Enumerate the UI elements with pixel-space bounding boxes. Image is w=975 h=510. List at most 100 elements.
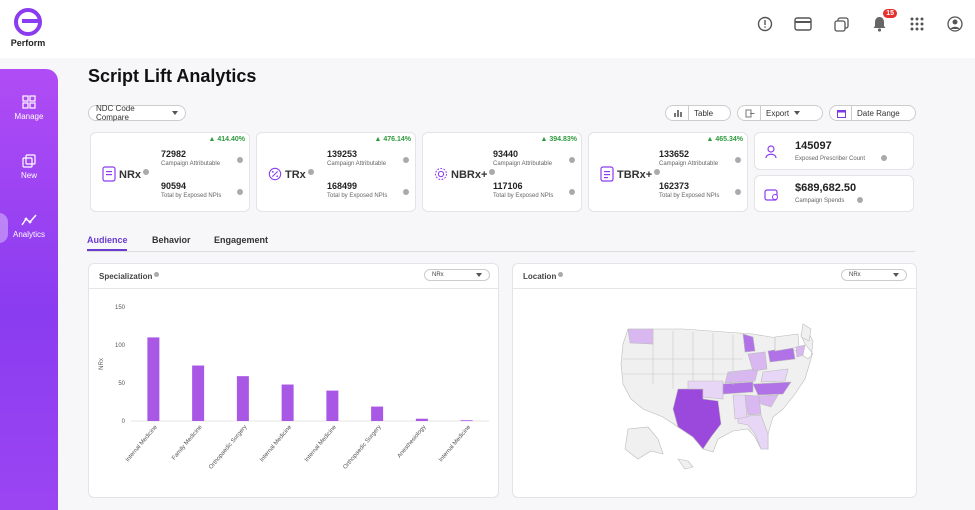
info-icon[interactable]	[558, 272, 564, 277]
active-indicator	[0, 213, 8, 243]
lift-pct-value: 414.40%	[217, 136, 245, 143]
sidebar-item-label: Analytics	[12, 230, 45, 239]
state-north-carolina	[752, 381, 792, 396]
tab-behavior[interactable]: Behavior	[152, 235, 191, 245]
chart-bar[interactable]	[326, 390, 339, 421]
sidebar-item-new[interactable]: New	[0, 154, 58, 180]
alert-icon[interactable]	[755, 14, 775, 34]
state-borders	[623, 329, 743, 389]
info-icon[interactable]	[569, 157, 575, 163]
info-icon[interactable]	[154, 272, 160, 277]
metric-bottom-value: 90594	[161, 181, 187, 191]
panel-title-text: Specialization	[99, 272, 153, 281]
metric-top-label: Campaign Attributable	[161, 161, 220, 167]
state-virginia	[760, 368, 789, 383]
bell-icon[interactable]: 15	[869, 9, 897, 34]
state-ohio	[747, 351, 768, 372]
ndc-code-select[interactable]: NDC Code Compare	[88, 104, 186, 122]
location-metric-select[interactable]: NRx	[841, 269, 907, 281]
sidebar-item-manage[interactable]: Manage	[0, 95, 58, 121]
chevron-down-icon	[893, 273, 899, 277]
x-tick-label: Internal Medicine	[259, 424, 293, 463]
metric-card-tbrx: ▲ 465.34% TBRx+ 133652 Campaign Attribut…	[588, 132, 748, 212]
metric-name: TRx	[285, 169, 314, 181]
divider	[89, 288, 498, 289]
state-south-carolina	[757, 394, 779, 408]
logo[interactable]: Perform	[8, 8, 48, 48]
chart-bar[interactable]	[371, 406, 384, 421]
metric-top-label: Campaign Attributable	[659, 161, 719, 167]
info-icon[interactable]	[735, 189, 741, 195]
lift-pct: ▲ 414.40%	[208, 136, 245, 143]
chart-bar[interactable]	[415, 418, 428, 421]
info-icon[interactable]	[237, 189, 243, 195]
chart-bar[interactable]	[281, 384, 294, 421]
campaign-spend-value: $689,682.50	[795, 182, 857, 194]
divider	[851, 105, 852, 121]
chevron-down-icon	[476, 273, 482, 277]
state-maine	[800, 323, 812, 342]
tab-audience[interactable]: Audience	[87, 235, 128, 245]
active-tab-underline	[87, 249, 127, 251]
export-label: Export	[766, 108, 790, 118]
user-avatar-icon[interactable]	[945, 14, 965, 34]
info-icon[interactable]	[569, 189, 575, 195]
info-icon[interactable]	[881, 155, 887, 161]
tab-engagement[interactable]: Engagement	[214, 235, 269, 245]
date-range-button[interactable]: Date Range	[829, 105, 916, 121]
info-icon[interactable]	[237, 157, 243, 163]
sidebar-item-analytics[interactable]: Analytics	[0, 213, 58, 239]
state-alabama	[732, 394, 748, 420]
metric-bottom-value: 168499	[327, 181, 358, 191]
chart-bar[interactable]	[192, 365, 205, 421]
chart-bar[interactable]	[147, 337, 160, 421]
card-icon[interactable]	[793, 14, 813, 34]
info-icon[interactable]	[307, 169, 314, 175]
metric-bottom-label: Total by Exposed NPIs	[493, 193, 554, 199]
metric-name-text: NRx	[119, 169, 142, 181]
info-icon[interactable]	[143, 169, 150, 175]
specialization-panel: Specialization NRx NRx 0 50 100 150 Internal …	[88, 263, 499, 498]
metric-card-trx: ▲ 476.14% TRx 139253 Campaign Attributab…	[256, 132, 416, 212]
info-icon[interactable]	[654, 169, 661, 175]
lift-pct-value: 476.14%	[383, 136, 411, 143]
state-alaska	[624, 426, 664, 460]
info-icon[interactable]	[735, 157, 741, 163]
chart-bar[interactable]	[460, 420, 473, 422]
top-bar: Perform 15	[0, 0, 975, 58]
page-title: Script Lift Analytics	[88, 66, 257, 86]
ndc-select-label: NDC Code Compare	[96, 104, 135, 122]
document-icon	[102, 166, 116, 182]
info-icon[interactable]	[489, 169, 496, 175]
copy-icon	[22, 154, 36, 168]
info-icon[interactable]	[857, 197, 863, 203]
lift-pct: ▲ 465.34%	[706, 136, 743, 143]
lift-pct-value: 465.34%	[715, 136, 743, 143]
lift-pct-value: 394.83%	[549, 136, 577, 143]
bar-chart-icon	[674, 110, 682, 117]
chart-bar[interactable]	[236, 376, 249, 421]
x-tick-label: Internal Medicine	[438, 424, 472, 463]
table-button[interactable]: Table	[665, 105, 731, 121]
x-tick-label: Internal Medicine	[125, 424, 159, 463]
prescriber-count-card: 145097 Exposed Prescriber Count	[754, 132, 914, 170]
copy-icon[interactable]	[831, 14, 851, 34]
gear-icon	[434, 167, 448, 181]
divider	[760, 105, 761, 121]
info-icon[interactable]	[403, 157, 409, 163]
sidebar: Manage New Analytics	[0, 69, 58, 510]
info-icon[interactable]	[403, 189, 409, 195]
state-georgia	[744, 394, 762, 416]
metric-name-text: TRx	[285, 169, 306, 181]
apps-grid-icon[interactable]	[907, 14, 927, 34]
metric-top-value: 93440	[493, 149, 519, 159]
export-icon	[745, 109, 755, 117]
panel-title: Specialization	[99, 272, 160, 281]
date-range-label: Date Range	[857, 108, 900, 118]
specialization-metric-select[interactable]: NRx	[424, 269, 490, 281]
prescriber-count-label: Exposed Prescriber Count	[795, 156, 866, 162]
export-button[interactable]: Export	[737, 105, 823, 121]
wallet-icon	[764, 189, 778, 201]
grid-icon	[22, 95, 36, 109]
select-value: NRx	[432, 272, 444, 278]
